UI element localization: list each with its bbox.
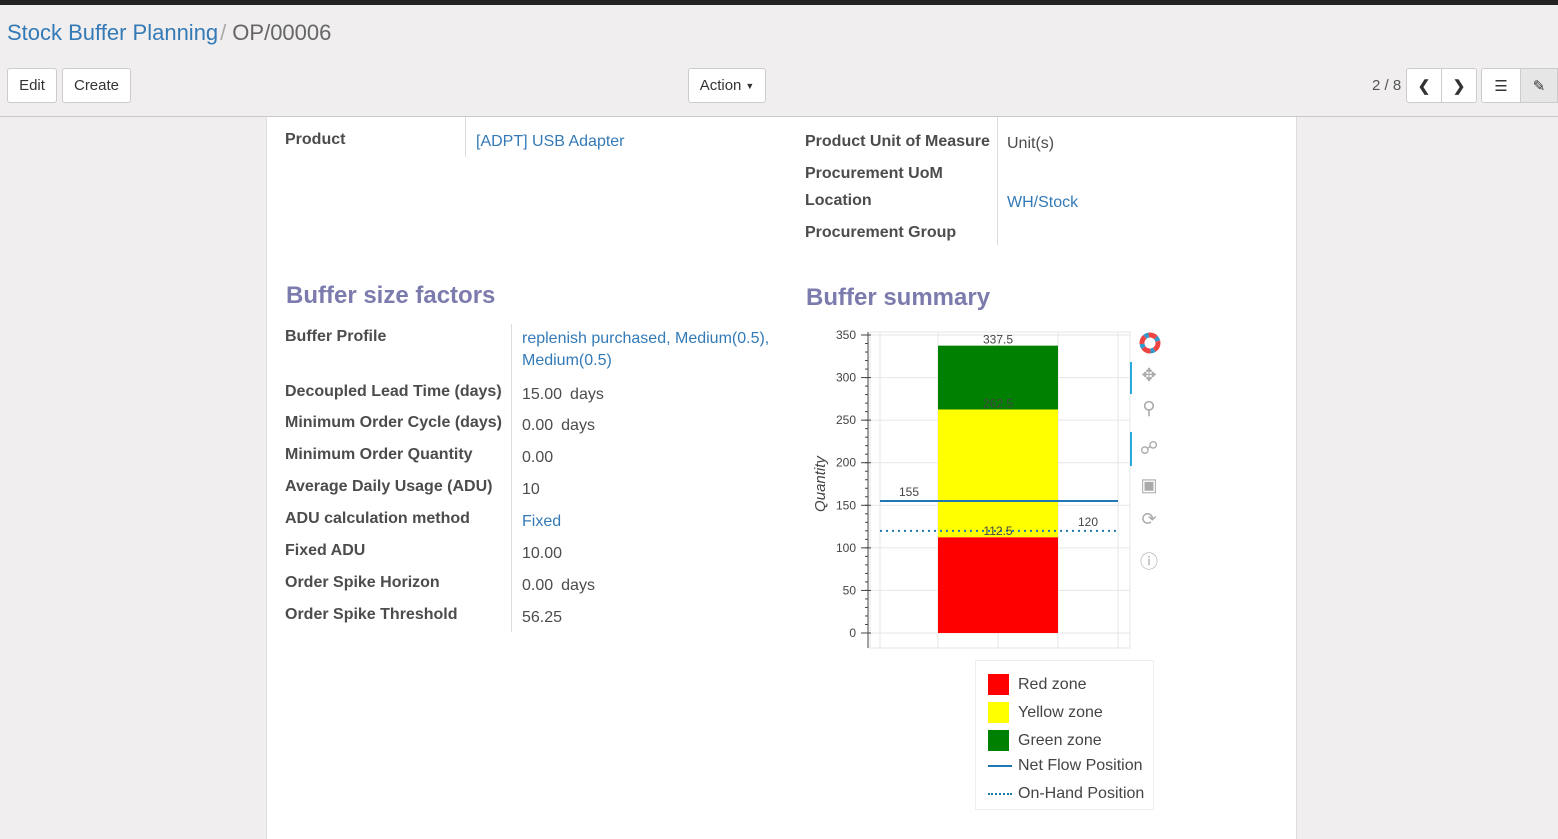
box-zoom-tool-icon[interactable]: ⚲ [1142, 398, 1156, 418]
field-value: 10.00 [522, 545, 562, 563]
value-text: Fixed [522, 513, 562, 530]
red-swatch [988, 674, 1009, 695]
green-swatch [988, 730, 1009, 751]
unit-text: days [561, 417, 595, 434]
product-link[interactable]: [ADPT] USB Adapter [476, 133, 625, 150]
field-label: Order Spike Horizon [285, 574, 440, 591]
y-tick-label: 350 [836, 328, 856, 342]
value-text: 56.25 [522, 609, 563, 626]
y-axis-label: Quantity [812, 455, 829, 512]
edit-button[interactable]: Edit [7, 68, 57, 103]
top-bar [0, 0, 1558, 5]
field-value: 56.25 [522, 609, 562, 627]
control-panel: Stock Buffer Planning/OP/00006 Edit Crea… [0, 5, 1558, 117]
caret-down-icon: ▼ [745, 80, 755, 91]
next-button[interactable]: ❯ [1441, 68, 1477, 103]
value-text: 0.00 [522, 417, 554, 434]
action-label: Action [699, 77, 742, 94]
legend-item: Yellow zone [988, 702, 1103, 723]
field-value: 0.00 days [522, 577, 595, 595]
bar-red-zone [938, 537, 1058, 633]
unit-text: days [570, 386, 604, 403]
bar-yellow-zone [938, 409, 1058, 538]
y-tick-label: 0 [849, 626, 856, 640]
y-tick-label: 250 [836, 413, 856, 427]
field-label: Procurement UoM [805, 165, 943, 182]
value-text: 10.00 [522, 545, 563, 562]
save-tool-icon[interactable]: ▣ [1140, 475, 1158, 495]
legend-item: Net Flow Position [988, 757, 1143, 775]
value-text: 0.00 [522, 449, 554, 466]
chevron-left-icon: ❮ [1417, 77, 1431, 95]
unit-text: days [561, 577, 595, 594]
y-tick-label: 100 [836, 541, 856, 555]
chevron-right-icon: ❯ [1452, 77, 1466, 95]
line-label: 155 [899, 485, 919, 499]
line-label: 120 [1078, 515, 1098, 529]
uom-value: Unit(s) [1007, 135, 1055, 152]
location-link[interactable]: WH/Stock [1007, 194, 1079, 211]
previous-button[interactable]: ❮ [1406, 68, 1442, 103]
field-value: 10 [522, 481, 540, 499]
form-view-button[interactable]: ✎ [1520, 68, 1558, 103]
field-label: Product [285, 131, 346, 148]
field-label: Minimum Order Cycle (days) [285, 414, 502, 431]
field-label: Buffer Profile [285, 328, 387, 345]
field-label: Location [805, 192, 872, 209]
pan-tool-icon[interactable]: ✥ [1141, 365, 1157, 385]
edit-icon: ✎ [1532, 77, 1546, 95]
create-button[interactable]: Create [62, 68, 131, 103]
reset-tool-icon[interactable]: ⟳ [1141, 509, 1157, 529]
field-label: Order Spike Threshold [285, 606, 458, 623]
solid-line-swatch [988, 765, 1012, 767]
field-label: Fixed ADU [285, 542, 366, 559]
y-tick-label: 200 [836, 456, 856, 470]
y-tick-label: 300 [836, 371, 856, 385]
bar-label: 337.5 [983, 333, 1013, 347]
section-title: Buffer summary [806, 284, 991, 311]
bokeh-logo-icon [1138, 331, 1161, 354]
chart-legend: Red zone Yellow zone Green zone Net Flow… [975, 660, 1154, 810]
field-label: Procurement Group [805, 224, 957, 241]
value-text: 0.00 [522, 577, 554, 594]
field-value[interactable]: Fixed [522, 513, 561, 531]
field-label: ADU calculation method [285, 510, 470, 527]
list-view-button[interactable]: ☰ [1481, 68, 1521, 103]
bar-label: 262.5 [983, 397, 1013, 411]
legend-item: Red zone [988, 674, 1087, 695]
legend-item: On-Hand Position [988, 785, 1144, 803]
buffer-chart: 0 50 100 150 200 250 300 350 Quantity 112.5 262.5 3… [812, 328, 1131, 649]
value-text: replenish purchased, Medium(0.5), Medium… [522, 330, 770, 369]
y-tick-label: 50 [843, 583, 857, 597]
y-tick-label: 150 [836, 498, 856, 512]
pager-value: 2 / 8 [1372, 77, 1402, 94]
help-tool-icon[interactable]: ⓘ [1140, 552, 1158, 572]
breadcrumb-parent[interactable]: Stock Buffer Planning [7, 20, 219, 45]
legend-item: Green zone [988, 730, 1102, 751]
field-label: Average Daily Usage (ADU) [285, 478, 493, 495]
value-text: 10 [522, 481, 540, 498]
bar-label: 112.5 [983, 524, 1012, 538]
list-icon: ☰ [1494, 77, 1508, 95]
section-title: Buffer size factors [286, 282, 496, 309]
action-dropdown[interactable]: Action ▼ [688, 68, 766, 103]
field-label: Decoupled Lead Time (days) [285, 383, 502, 400]
bar-green-zone [938, 345, 1058, 410]
breadcrumb-current: OP/00006 [232, 20, 332, 45]
field-label: Minimum Order Quantity [285, 446, 473, 463]
field-value: 0.00 days [522, 417, 595, 435]
yellow-swatch [988, 702, 1009, 723]
wheel-zoom-tool-icon[interactable]: ☍ [1139, 438, 1159, 458]
dotted-line-swatch [988, 793, 1012, 795]
field-value[interactable]: replenish purchased, Medium(0.5), Medium… [522, 328, 782, 372]
field-label: Product Unit of Measure [805, 133, 990, 150]
field-value: 0.00 [522, 449, 553, 467]
value-text: 15.00 [522, 386, 563, 403]
field-value: 15.00 days [522, 386, 604, 404]
breadcrumb: Stock Buffer Planning/OP/00006 [7, 20, 332, 45]
